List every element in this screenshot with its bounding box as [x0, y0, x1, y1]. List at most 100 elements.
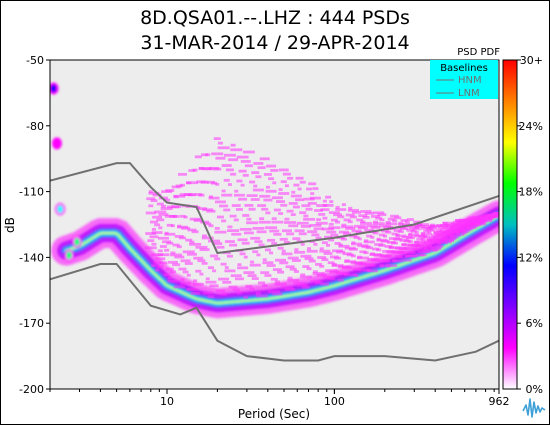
density-cell [213, 137, 221, 141]
density-cell [233, 218, 239, 222]
density-cell [225, 168, 234, 172]
density-cell [404, 220, 410, 224]
density-cell [199, 248, 210, 252]
density-cell [245, 284, 253, 288]
density-cell [434, 244, 444, 248]
density-cell [251, 171, 260, 175]
density-cell [391, 241, 399, 245]
density-cell [186, 273, 191, 277]
density-hotspot [55, 203, 66, 216]
density-cell [262, 284, 268, 288]
density-cell [429, 224, 442, 228]
density-cell [238, 197, 248, 201]
density-cell [243, 231, 254, 235]
density-cell [360, 210, 372, 213]
density-cell [206, 209, 216, 213]
density-cell [257, 166, 266, 170]
density-cell [385, 264, 397, 267]
density-cell [451, 235, 459, 239]
density-cell [326, 230, 337, 234]
density-cell [283, 240, 290, 244]
density-cell [252, 188, 264, 192]
colorbar-tick-label: 18% [519, 186, 543, 199]
density-core [50, 82, 499, 319]
density-cell [170, 253, 183, 257]
density-cell [179, 214, 186, 218]
density-cell [182, 250, 195, 254]
density-cell [187, 228, 197, 232]
density-cell [309, 224, 322, 227]
density-cell [153, 261, 162, 264]
colorbar-ticks: 30+ 24% 18% 12% 6% 0% [517, 54, 543, 396]
density-cell [170, 251, 176, 255]
density-cell [308, 182, 317, 186]
density-cell [157, 249, 163, 253]
density-cell [306, 267, 312, 271]
density-cell [366, 234, 373, 238]
density-cell [274, 282, 287, 286]
density-cell [313, 242, 318, 246]
density-cell [237, 266, 249, 270]
density-cell [148, 190, 153, 193]
density-cell [255, 294, 268, 298]
density-cell [244, 204, 254, 207]
density-cell [162, 240, 172, 244]
density-cell [166, 223, 173, 227]
density-cell [322, 227, 335, 231]
density-cell [231, 232, 242, 236]
noise-model-layer [50, 162, 499, 362]
density-cell [352, 211, 362, 214]
density-cell [149, 220, 158, 224]
density-hotspot [51, 137, 62, 150]
density-cell [269, 251, 274, 255]
density-cell [385, 230, 392, 234]
density-cell [236, 179, 243, 183]
density-cell [312, 187, 319, 190]
density-cell [159, 245, 167, 248]
density-cell [351, 229, 362, 233]
density-cell [441, 235, 450, 239]
density-cell [334, 242, 341, 245]
density-cell [307, 247, 312, 250]
density-cell [285, 265, 295, 269]
density-cell [375, 216, 383, 220]
density-cell [164, 248, 170, 252]
density-cell [300, 242, 305, 246]
density-cell [370, 235, 375, 239]
density-cell [457, 232, 465, 236]
density-cell [438, 226, 447, 230]
density-cell [266, 164, 277, 168]
density-cell [322, 199, 327, 203]
density-cell [198, 193, 205, 197]
density-cell [194, 193, 203, 196]
density-cell [285, 288, 296, 291]
density-cell [236, 291, 242, 295]
density-cell [316, 218, 322, 222]
density-cell [253, 184, 258, 188]
density-cell [271, 217, 277, 221]
density-cell [376, 248, 382, 252]
density-cell [406, 228, 415, 232]
density-cell [423, 229, 430, 233]
density-cell [353, 224, 366, 228]
density-cell [292, 237, 301, 241]
density-cell [186, 252, 197, 256]
density-cell [338, 230, 349, 234]
density-cell [186, 288, 198, 291]
density-cell [382, 259, 389, 263]
density-cell [300, 254, 312, 258]
density-cell [457, 220, 466, 224]
density-cell [335, 208, 347, 211]
density-cell [344, 260, 357, 264]
density-cell [401, 251, 408, 255]
density-cell [329, 270, 340, 274]
legend-box: Baselines HNM LNM [430, 60, 498, 99]
density-cell [167, 276, 172, 280]
density-cell [147, 239, 155, 243]
density-cell [215, 289, 225, 293]
density-cell [212, 269, 217, 273]
density-cell [263, 198, 273, 202]
density-cell [272, 268, 282, 271]
density-cell [154, 210, 167, 214]
